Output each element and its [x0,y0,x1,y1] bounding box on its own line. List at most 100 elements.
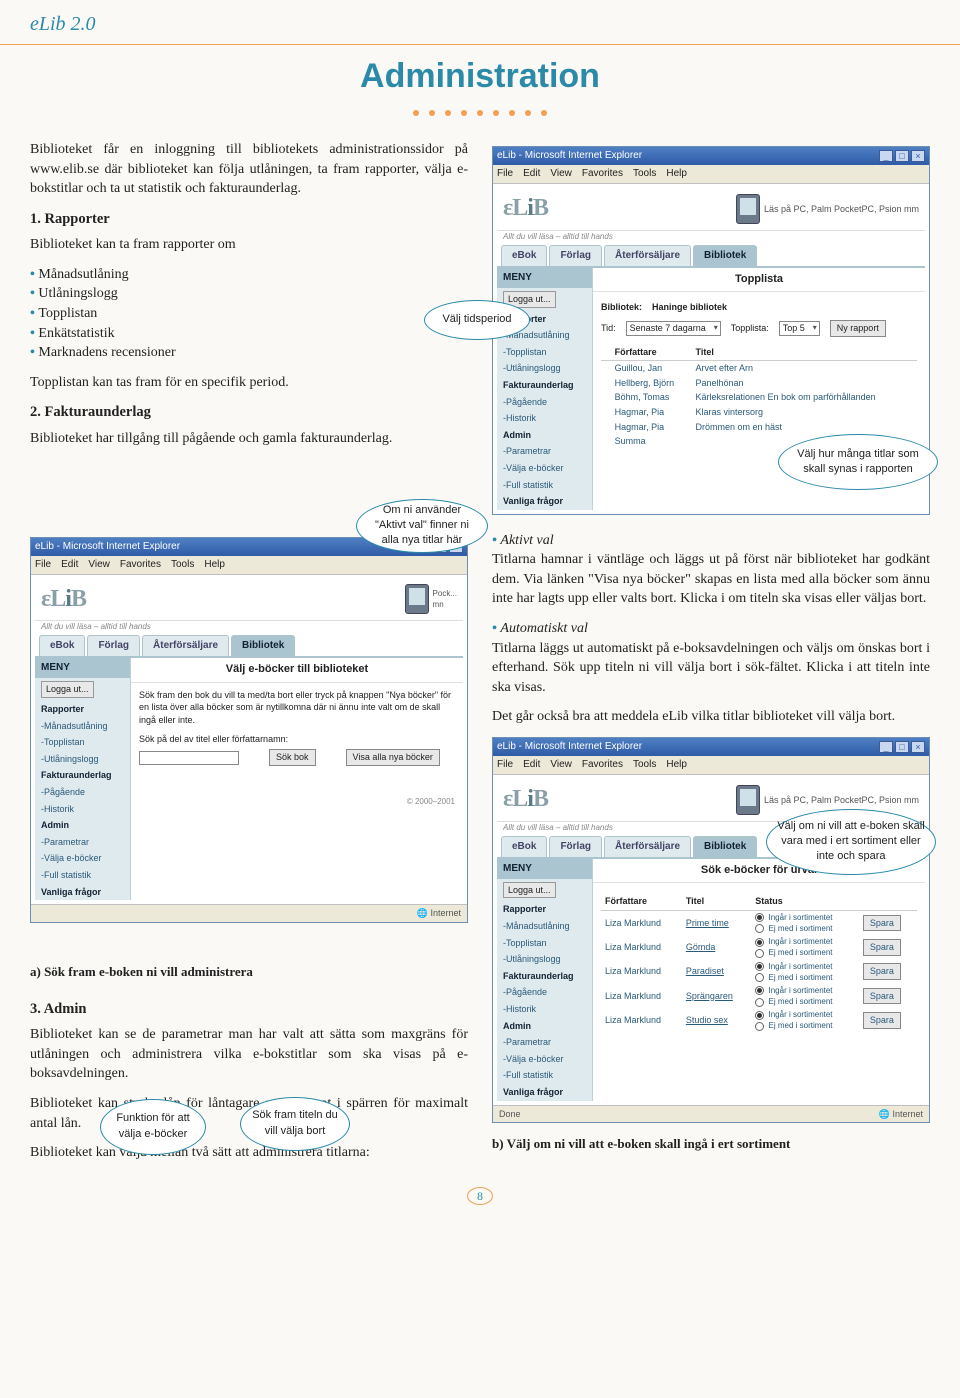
sidebar-item[interactable]: -Historik [497,410,592,427]
sidebar-item[interactable]: Vanliga frågor [35,884,130,901]
tab-ebok[interactable]: eBok [501,245,547,266]
elib-tabs[interactable]: eBokFörlagÅterförsäljareBibliotek [497,245,925,266]
radio-in[interactable] [755,986,764,995]
logout-button[interactable]: Logga ut... [503,882,556,899]
sidebar-item[interactable]: -Pågående [35,784,130,801]
tab-återförsäljare[interactable]: Återförsäljare [604,245,691,266]
spara-button[interactable]: Spara [863,939,901,956]
radio-out[interactable] [755,973,764,982]
tab-förlag[interactable]: Förlag [87,635,140,656]
tab-förlag[interactable]: Förlag [549,245,602,266]
ie-menu-item[interactable]: View [550,758,572,772]
sidebar-item[interactable]: -Utlåningslogg [497,360,592,377]
sidebar-item[interactable]: -Pågående [497,984,592,1001]
sidebar-item[interactable]: -Pågående [497,394,592,411]
sidebar-item[interactable]: -Full statistik [497,1067,592,1084]
sidebar-item[interactable]: Fakturaunderlag [497,377,592,394]
sidebar-item[interactable]: -Full statistik [497,477,592,494]
sidebar-item[interactable]: Admin [497,427,592,444]
sidebar-item[interactable]: Admin [35,817,130,834]
ie-menu-item[interactable]: Help [204,558,225,572]
radio-out[interactable] [755,924,764,933]
sidebar-menu[interactable]: MENY Logga ut... Rapporter-Månadsutlånin… [497,859,593,1101]
sidebar-item[interactable]: -Välja e-böcker [497,1051,592,1068]
sidebar-item[interactable]: -Historik [497,1001,592,1018]
elib-tabs[interactable]: eBokFörlagÅterförsäljareBibliotek [35,635,463,656]
sidebar-item[interactable]: Vanliga frågor [497,1084,592,1101]
ie-menu-item[interactable]: View [550,167,572,181]
tab-återförsäljare[interactable]: Återförsäljare [142,635,229,656]
search-input[interactable] [139,751,239,765]
spara-button[interactable]: Spara [863,1012,901,1029]
radio-in[interactable] [755,938,764,947]
maximize-icon[interactable]: □ [895,741,909,753]
ie-menu-item[interactable]: Edit [61,558,78,572]
ie-menu-item[interactable]: File [497,167,513,181]
visa-nya-button[interactable]: Visa alla nya böcker [346,749,440,766]
ie-menu-item[interactable]: Help [666,167,687,181]
maximize-icon[interactable]: □ [895,150,909,162]
sidebar-item[interactable]: Vanliga frågor [497,493,592,510]
tab-förlag[interactable]: Förlag [549,836,602,857]
sidebar-item[interactable]: Fakturaunderlag [497,968,592,985]
spara-button[interactable]: Spara [863,988,901,1005]
tab-bibliotek[interactable]: Bibliotek [231,635,295,656]
tab-bibliotek[interactable]: Bibliotek [693,836,757,857]
sidebar-item[interactable]: -Utlåningslogg [35,751,130,768]
sidebar-item[interactable]: -Topplistan [35,734,130,751]
ie-menubar[interactable]: File Edit View Favorites Tools Help [31,556,467,575]
radio-in[interactable] [755,962,764,971]
sidebar-item[interactable]: -Parametrar [497,443,592,460]
minimize-icon[interactable]: _ [879,741,893,753]
sidebar-item[interactable]: -Parametrar [497,1034,592,1051]
radio-in[interactable] [755,1011,764,1020]
sidebar-item[interactable]: Rapporter [35,701,130,718]
ie-menubar[interactable]: File Edit View Favorites Tools Help [493,165,929,184]
sidebar-item[interactable]: -Utlåningslogg [497,951,592,968]
radio-out[interactable] [755,949,764,958]
ie-menu-item[interactable]: Favorites [120,558,161,572]
sidebar-item[interactable]: -Parametrar [35,834,130,851]
sidebar-item[interactable]: -Topplistan [497,935,592,952]
close-icon[interactable]: × [911,150,925,162]
radio-out[interactable] [755,998,764,1007]
sidebar-menu[interactable]: MENY Logga ut... Rapporter-Månadsutlånin… [35,658,131,900]
tab-ebok[interactable]: eBok [501,836,547,857]
radio-in[interactable] [755,913,764,922]
ie-menu-item[interactable]: File [35,558,51,572]
ie-menu-item[interactable]: File [497,758,513,772]
ie-menu-item[interactable]: View [88,558,110,572]
sidebar-item[interactable]: -Topplistan [497,344,592,361]
logout-button[interactable]: Logga ut... [41,681,94,698]
ie-menu-item[interactable]: Tools [171,558,194,572]
ie-menu-item[interactable]: Help [666,758,687,772]
radio-out[interactable] [755,1022,764,1031]
tid-select[interactable]: Senaste 7 dagarna [626,321,721,336]
sidebar-item[interactable]: Fakturaunderlag [35,767,130,784]
tab-ebok[interactable]: eBok [39,635,85,656]
ie-menubar[interactable]: File Edit View Favorites Tools Help [493,756,929,775]
ie-menu-item[interactable]: Favorites [582,758,623,772]
sidebar-item[interactable]: Admin [497,1018,592,1035]
sidebar-item[interactable]: -Välja e-böcker [35,850,130,867]
tab-bibliotek[interactable]: Bibliotek [693,245,757,266]
sidebar-item[interactable]: -Full statistik [35,867,130,884]
minimize-icon[interactable]: _ [879,150,893,162]
sok-bok-button[interactable]: Sök bok [269,749,316,766]
sidebar-item[interactable]: -Månadsutlåning [497,918,592,935]
tab-återförsäljare[interactable]: Återförsäljare [604,836,691,857]
ny-rapport-button[interactable]: Ny rapport [830,320,886,337]
ie-menu-item[interactable]: Tools [633,167,656,181]
spara-button[interactable]: Spara [863,963,901,980]
ie-menu-item[interactable]: Favorites [582,167,623,181]
topplista-select[interactable]: Top 5 [779,321,820,336]
ie-menu-item[interactable]: Tools [633,758,656,772]
spara-button[interactable]: Spara [863,915,901,932]
ie-menu-item[interactable]: Edit [523,758,540,772]
close-icon[interactable]: × [911,741,925,753]
sidebar-item[interactable]: -Historik [35,801,130,818]
sidebar-item[interactable]: Rapporter [497,901,592,918]
sidebar-item[interactable]: -Månadsutlåning [35,718,130,735]
ie-menu-item[interactable]: Edit [523,167,540,181]
sidebar-item[interactable]: -Välja e-böcker [497,460,592,477]
